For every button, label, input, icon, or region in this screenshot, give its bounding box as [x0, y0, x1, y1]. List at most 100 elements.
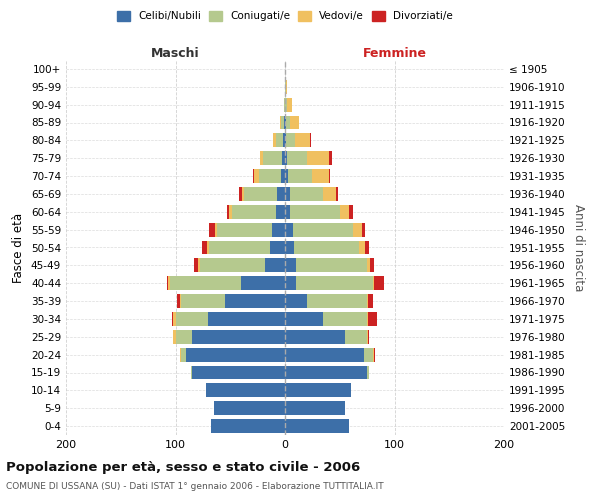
Bar: [374, 348, 375, 362]
Bar: [281, 116, 284, 130]
Bar: [282, 151, 285, 165]
Bar: [285, 240, 294, 254]
Bar: [349, 205, 353, 219]
Bar: [211, 419, 285, 433]
Bar: [175, 312, 208, 326]
Bar: [200, 258, 265, 272]
Bar: [180, 294, 181, 308]
Bar: [283, 134, 285, 147]
Bar: [353, 222, 362, 236]
Bar: [367, 312, 368, 326]
Bar: [206, 384, 285, 398]
Bar: [207, 240, 209, 254]
Bar: [187, 348, 285, 362]
Bar: [239, 187, 242, 201]
Bar: [227, 205, 229, 219]
Bar: [273, 134, 276, 147]
Bar: [293, 222, 353, 236]
Bar: [362, 222, 365, 236]
Bar: [323, 187, 337, 201]
Bar: [269, 240, 285, 254]
Bar: [285, 151, 287, 165]
Bar: [287, 151, 307, 165]
Bar: [296, 258, 367, 272]
Bar: [209, 222, 215, 236]
Bar: [285, 401, 345, 415]
Bar: [367, 366, 370, 380]
Bar: [192, 366, 285, 380]
Bar: [285, 384, 351, 398]
Bar: [217, 222, 272, 236]
Bar: [241, 276, 285, 290]
Text: Maschi: Maschi: [151, 47, 200, 60]
Bar: [181, 348, 187, 362]
Bar: [285, 348, 364, 362]
Bar: [253, 169, 254, 183]
Bar: [276, 205, 285, 219]
Bar: [272, 222, 285, 236]
Bar: [242, 187, 244, 201]
Bar: [281, 169, 285, 183]
Bar: [208, 312, 285, 326]
Bar: [296, 276, 373, 290]
Bar: [244, 187, 277, 201]
Bar: [285, 116, 286, 130]
Bar: [180, 348, 181, 362]
Bar: [181, 294, 225, 308]
Bar: [254, 169, 259, 183]
Text: Femmine: Femmine: [362, 47, 427, 60]
Bar: [294, 240, 359, 254]
Bar: [307, 151, 329, 165]
Bar: [285, 205, 290, 219]
Bar: [285, 134, 286, 147]
Bar: [285, 294, 307, 308]
Text: Popolazione per età, sesso e stato civile - 2006: Popolazione per età, sesso e stato civil…: [6, 461, 360, 474]
Bar: [337, 187, 338, 201]
Bar: [368, 330, 370, 344]
Bar: [285, 366, 367, 380]
Bar: [276, 134, 283, 147]
Bar: [259, 169, 281, 183]
Bar: [284, 98, 285, 112]
Bar: [286, 116, 290, 130]
Bar: [263, 151, 282, 165]
Bar: [229, 205, 232, 219]
Bar: [202, 240, 207, 254]
Bar: [192, 330, 285, 344]
Bar: [225, 294, 285, 308]
Bar: [285, 312, 323, 326]
Bar: [265, 258, 285, 272]
Bar: [345, 330, 367, 344]
Y-axis label: Fasce di età: Fasce di età: [13, 212, 25, 282]
Bar: [374, 276, 383, 290]
Bar: [367, 258, 370, 272]
Bar: [209, 240, 269, 254]
Bar: [359, 240, 365, 254]
Bar: [295, 134, 310, 147]
Bar: [323, 312, 367, 326]
Bar: [194, 258, 199, 272]
Bar: [290, 187, 323, 201]
Bar: [285, 169, 288, 183]
Bar: [285, 419, 349, 433]
Bar: [277, 187, 285, 201]
Bar: [290, 205, 340, 219]
Bar: [367, 294, 368, 308]
Bar: [367, 330, 368, 344]
Bar: [167, 276, 168, 290]
Bar: [368, 294, 373, 308]
Bar: [290, 116, 299, 130]
Bar: [329, 169, 330, 183]
Bar: [329, 151, 332, 165]
Y-axis label: Anni di nascita: Anni di nascita: [572, 204, 585, 291]
Bar: [173, 312, 176, 326]
Bar: [173, 330, 176, 344]
Bar: [287, 98, 292, 112]
Bar: [285, 80, 286, 94]
Bar: [285, 98, 287, 112]
Bar: [172, 312, 173, 326]
Bar: [191, 366, 192, 380]
Legend: Celibi/Nubili, Coniugati/e, Vedovi/e, Divorziati/e: Celibi/Nubili, Coniugati/e, Vedovi/e, Di…: [113, 7, 457, 26]
Bar: [365, 240, 370, 254]
Bar: [288, 169, 313, 183]
